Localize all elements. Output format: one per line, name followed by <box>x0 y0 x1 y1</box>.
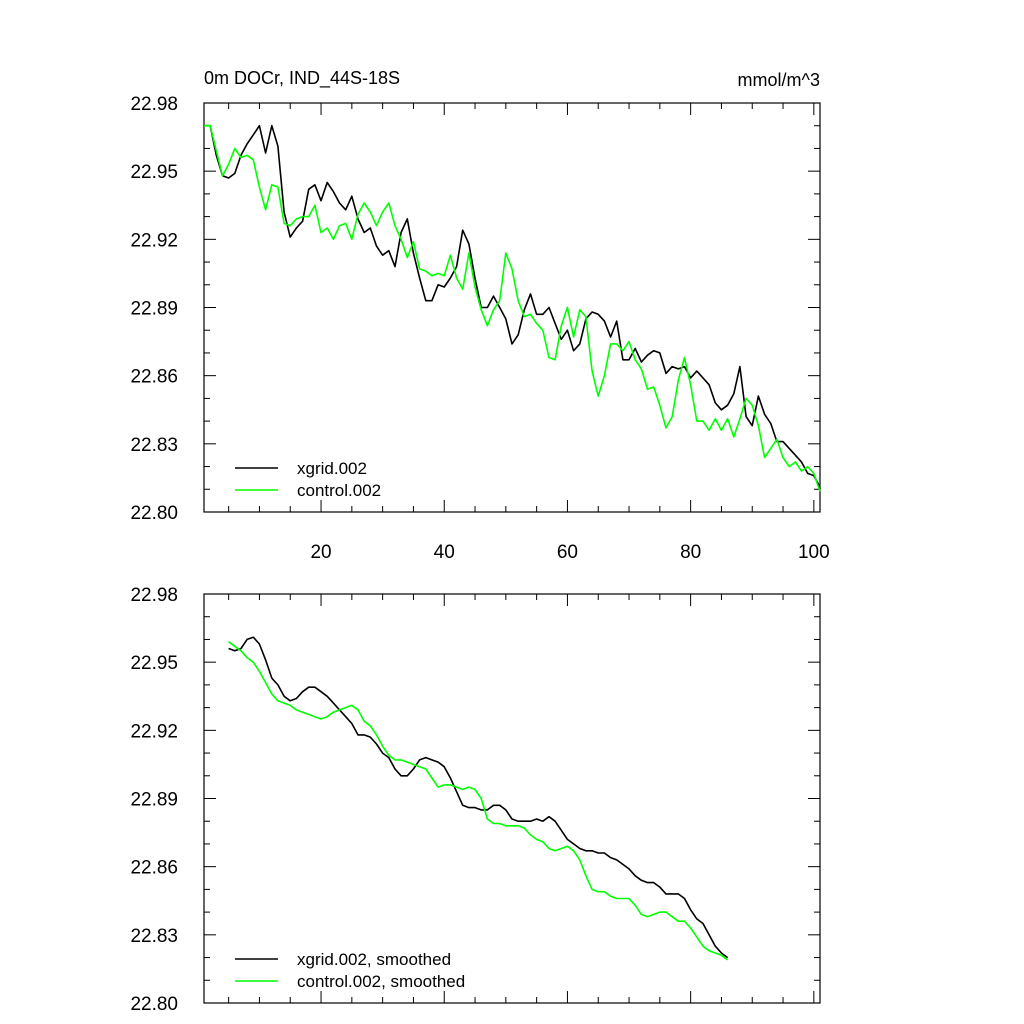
units-label: mmol/m^3 <box>738 70 820 90</box>
y-tick-label: 22.92 <box>130 721 178 742</box>
x-tick-label: 100 <box>798 542 830 563</box>
bottom-panel: 22.80 22.83 22.86 22.89 22.92 22.95 22.98 xgrid… <box>130 585 821 1015</box>
top-panel: 22.80 22.83 22.86 22.89 22.92 22.95 22.98 20 40 6… <box>130 94 829 563</box>
y-tick-label: 22.83 <box>130 435 178 456</box>
series-line-xgrid-002 <box>204 124 821 488</box>
y-tick-label: 22.98 <box>130 94 178 115</box>
y-tick-label: 22.80 <box>130 503 178 524</box>
series-line-xgrid-002-smoothed <box>228 636 729 959</box>
y-tick-label: 22.86 <box>130 858 178 879</box>
y-tick-label: 22.89 <box>130 299 178 320</box>
y-tick-label: 22.95 <box>130 162 178 183</box>
x-tick-label: 20 <box>310 542 331 563</box>
x-tick-label: 40 <box>434 542 455 563</box>
series-line-control-002 <box>204 124 821 492</box>
x-tick-label: 60 <box>557 542 578 563</box>
plot-frame <box>203 593 821 1004</box>
y-tick-label: 22.98 <box>130 585 178 606</box>
legend-label: xgrid.002 <box>297 459 367 478</box>
y-tick-label: 22.95 <box>130 653 178 674</box>
legend-label: control.002, smoothed <box>297 972 465 991</box>
y-tick-label: 22.86 <box>130 367 178 388</box>
y-tick-label: 22.92 <box>130 230 178 251</box>
chart-title: 0m DOCr, IND_44S-18S <box>204 68 400 89</box>
legend-label: xgrid.002, smoothed <box>297 950 451 969</box>
legend-label: control.002 <box>297 481 381 500</box>
x-tick-label: 80 <box>680 542 701 563</box>
y-tick-label: 22.80 <box>130 994 178 1015</box>
y-tick-label: 22.83 <box>130 926 178 947</box>
y-tick-label: 22.89 <box>130 790 178 811</box>
series-line-control-002-smoothed <box>228 641 729 961</box>
plot-frame <box>203 102 821 513</box>
